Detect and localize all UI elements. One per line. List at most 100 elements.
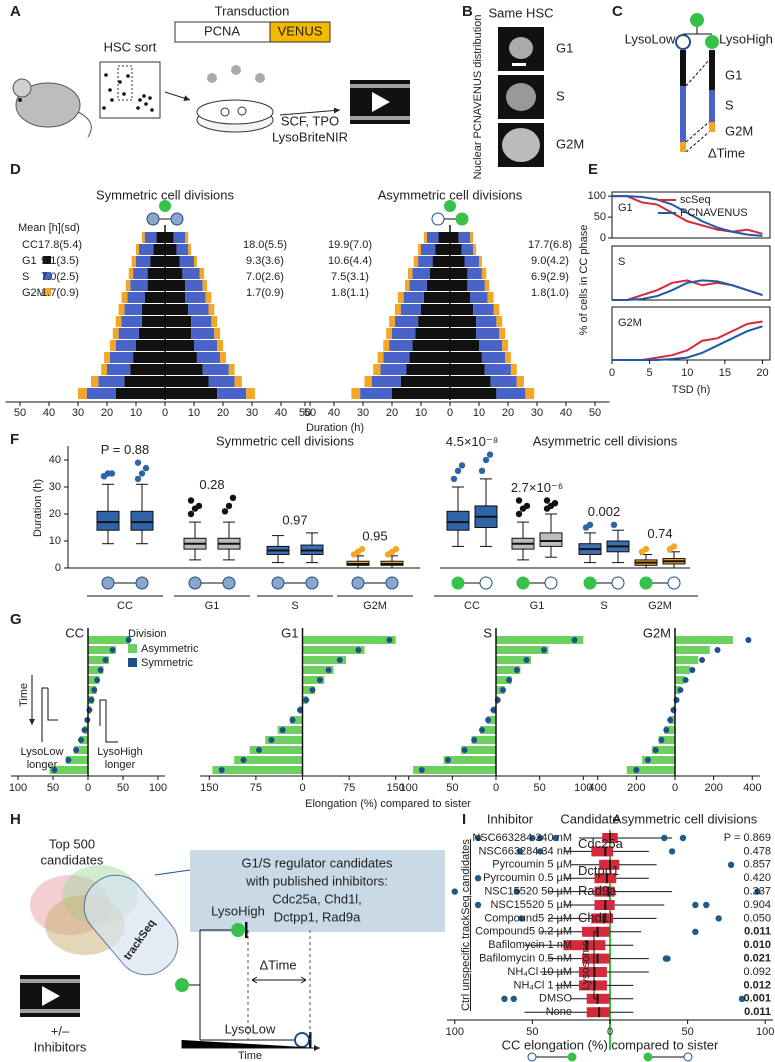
duration-segment xyxy=(450,292,471,303)
x-tick-label: 100 xyxy=(446,1026,464,1038)
text: Top 500 xyxy=(49,836,95,851)
outlier xyxy=(451,888,458,895)
x-tick-label: 50 xyxy=(589,407,601,419)
sym-point xyxy=(91,687,98,693)
p-value: 4.5×10⁻⁸ xyxy=(446,434,498,449)
duration-segment xyxy=(136,256,151,267)
duration-segment xyxy=(78,388,87,399)
duration-segment xyxy=(124,376,165,387)
asym-bar xyxy=(496,676,512,684)
duration-segment xyxy=(214,328,221,339)
sym-point xyxy=(523,657,530,663)
x-tick-label: 50 xyxy=(304,407,316,419)
inhibitor-label: None xyxy=(546,1006,572,1018)
asym-bar xyxy=(277,726,303,734)
title: Same HSC xyxy=(488,5,553,20)
plot-label: G2M xyxy=(618,317,642,329)
duration-segment xyxy=(461,244,474,255)
asym-bar xyxy=(675,676,685,684)
plot-label: S xyxy=(618,256,625,268)
outlier xyxy=(100,473,108,480)
duration-segment xyxy=(109,340,116,351)
box xyxy=(578,967,607,977)
asym-bar xyxy=(88,676,100,684)
sym-point xyxy=(485,717,492,723)
x-tick-label: 0 xyxy=(672,782,678,794)
p-value: 0.420 xyxy=(743,872,771,884)
x-tick-label: 100 xyxy=(9,782,27,794)
outlier xyxy=(474,901,482,909)
group-label: G2M xyxy=(363,600,387,612)
outlier xyxy=(225,502,233,510)
construct-label: VENUS xyxy=(278,23,323,38)
sym-point xyxy=(445,757,451,763)
duration-segment xyxy=(86,388,116,399)
outlier xyxy=(703,901,710,909)
duration-segment xyxy=(205,292,212,303)
x-tick-label: 0 xyxy=(607,1026,613,1038)
sym-point xyxy=(279,727,286,733)
duration-segment xyxy=(473,244,477,255)
duration-segment xyxy=(147,280,165,291)
duration-segment xyxy=(510,364,517,375)
inhibitor-label: Bafilomycin 1 nM xyxy=(488,939,572,951)
duration-segment xyxy=(191,316,212,327)
legend-label: PCNAVENUS xyxy=(680,207,748,219)
duration-segment xyxy=(496,316,503,327)
duration-segment xyxy=(138,328,165,339)
duration-segment xyxy=(423,232,427,243)
outlier xyxy=(195,502,203,510)
venn-diagram xyxy=(30,865,191,976)
asym-bar xyxy=(626,766,675,774)
duration-segment xyxy=(409,280,427,291)
text: LysoHigh xyxy=(211,903,265,918)
annotation: Time xyxy=(18,683,30,707)
duration-segment xyxy=(234,376,242,387)
x-tick-label: 50 xyxy=(14,407,26,419)
asym-bar xyxy=(480,726,496,734)
stat: 9.3(3.6) xyxy=(246,255,284,267)
line-series xyxy=(612,279,763,301)
duration-segment xyxy=(196,352,221,363)
duration-segment xyxy=(364,376,372,387)
group-label: CC xyxy=(464,600,480,612)
duration-segment xyxy=(409,352,450,363)
x-tick-label: 30 xyxy=(246,407,258,419)
outlier xyxy=(510,995,517,1002)
asym-bar xyxy=(88,636,130,644)
icon xyxy=(455,212,469,226)
duration-segment xyxy=(464,256,479,267)
chart-title: G2M xyxy=(643,625,671,640)
asym-bar xyxy=(487,716,496,724)
annotation: LysoLow xyxy=(20,746,63,758)
asym-bar xyxy=(265,736,303,744)
y-tick-label: 20 xyxy=(49,508,61,520)
p-value: 0.010 xyxy=(743,939,771,951)
chart-title: Symmetric cell divisions xyxy=(96,187,234,202)
x-tick-label: 20 xyxy=(101,407,113,419)
asym-bar xyxy=(496,646,549,654)
x-tick-label: 0 xyxy=(447,407,453,419)
phase-swatch xyxy=(43,288,51,296)
asym-bar xyxy=(249,746,303,754)
text: Transduction xyxy=(215,3,290,18)
facs-dot xyxy=(110,98,114,102)
x-tick-label: 30 xyxy=(72,407,84,419)
stat: 10.6(4.4) xyxy=(328,255,372,267)
sym-point xyxy=(652,747,659,753)
p-value: 0.28 xyxy=(199,477,224,492)
chart-title: G1 xyxy=(281,625,298,640)
line-series xyxy=(612,195,763,237)
sym-point xyxy=(663,727,670,733)
x-tick-label: 40 xyxy=(275,407,287,419)
sym-point xyxy=(268,737,275,743)
x-tick-label: 10 xyxy=(188,407,200,419)
x-tick-label: 15 xyxy=(719,367,731,379)
duration-segment xyxy=(115,388,165,399)
duration-segment xyxy=(136,244,139,255)
outlier xyxy=(478,467,486,474)
duration-segment xyxy=(217,388,247,399)
x-tick-label: 20 xyxy=(756,367,768,379)
outlier xyxy=(501,995,508,1002)
y-tick-label: 10 xyxy=(49,535,61,547)
